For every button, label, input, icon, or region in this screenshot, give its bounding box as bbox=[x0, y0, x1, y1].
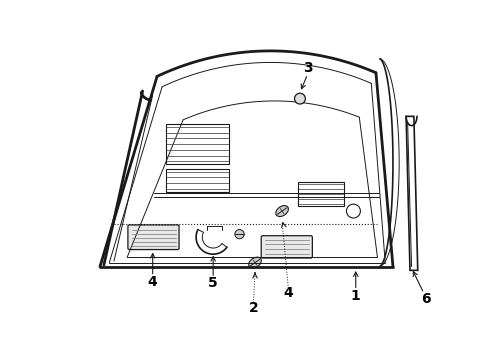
Bar bbox=[297, 182, 344, 206]
Text: 3: 3 bbox=[303, 61, 313, 75]
Text: 4: 4 bbox=[283, 287, 293, 301]
Circle shape bbox=[235, 230, 244, 239]
FancyBboxPatch shape bbox=[128, 225, 179, 249]
Text: 6: 6 bbox=[421, 292, 430, 306]
Text: 1: 1 bbox=[351, 289, 361, 303]
Bar bbox=[166, 124, 229, 164]
Ellipse shape bbox=[249, 257, 261, 268]
Text: 4: 4 bbox=[148, 275, 158, 289]
Circle shape bbox=[294, 93, 305, 104]
Text: 2: 2 bbox=[248, 301, 258, 315]
Ellipse shape bbox=[276, 206, 289, 217]
FancyBboxPatch shape bbox=[261, 236, 312, 258]
Text: 5: 5 bbox=[208, 276, 218, 291]
Bar bbox=[166, 169, 229, 192]
